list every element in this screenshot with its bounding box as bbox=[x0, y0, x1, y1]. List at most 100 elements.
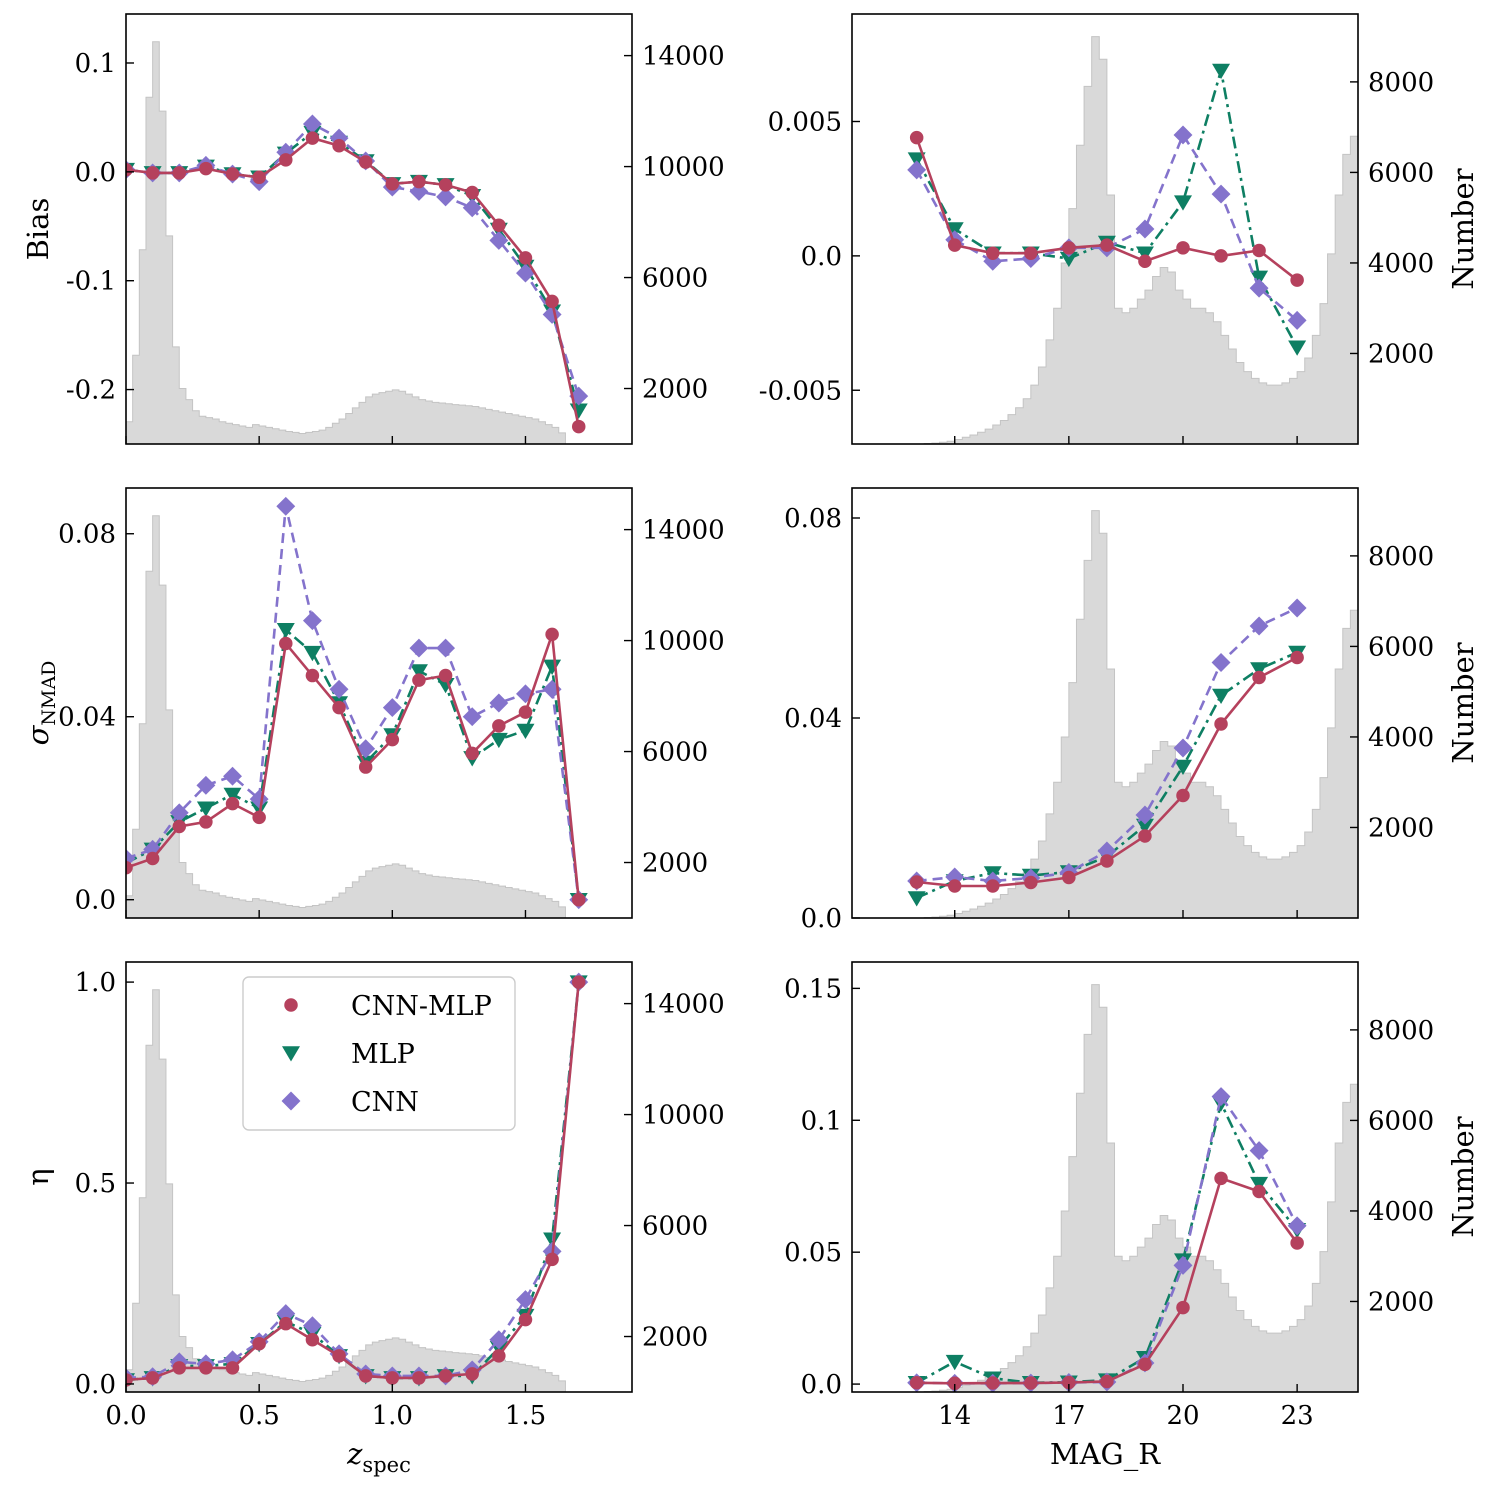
data-point bbox=[492, 1349, 506, 1363]
y-tick-label: 0.1 bbox=[801, 1106, 842, 1136]
data-point bbox=[907, 152, 926, 168]
data-point bbox=[438, 1369, 453, 1383]
data-point bbox=[1176, 241, 1190, 255]
y-axis-label: Bias bbox=[21, 198, 55, 261]
data-point bbox=[945, 1354, 964, 1371]
data-point bbox=[543, 659, 562, 675]
data-point bbox=[436, 187, 456, 207]
data-point bbox=[545, 1252, 559, 1267]
panel-bias-magr: 0.005 0.0 -0.005 8000 6000 4000 2000 Number bbox=[759, 13, 1480, 445]
data-point bbox=[1138, 1357, 1152, 1372]
y-tick-label: -0.005 bbox=[759, 376, 842, 406]
data-point bbox=[465, 185, 479, 200]
x-tick-label: 23 bbox=[1281, 1401, 1314, 1431]
data-point bbox=[1138, 829, 1152, 843]
panel-nmad-magr: 0.08 0.04 0.0 8000 6000 4000 2000 Number bbox=[784, 487, 1480, 934]
data-point bbox=[409, 638, 429, 658]
data-point bbox=[225, 167, 240, 181]
data-point bbox=[126, 162, 133, 177]
y2-tick-label: 14000 bbox=[642, 516, 725, 546]
histogram bbox=[126, 41, 573, 444]
axes-frame bbox=[125, 961, 633, 1393]
data-point bbox=[1252, 243, 1266, 258]
data-point bbox=[332, 138, 346, 153]
series-cnn-mlp bbox=[909, 650, 1304, 893]
data-point bbox=[279, 153, 293, 167]
data-point bbox=[302, 114, 322, 134]
data-point bbox=[223, 787, 242, 804]
series-line bbox=[916, 651, 1298, 900]
y2-tick-label: 4000 bbox=[1368, 249, 1434, 279]
y-axis-label: σNMAD bbox=[21, 661, 60, 746]
series-line bbox=[126, 122, 580, 397]
data-point bbox=[332, 1349, 346, 1363]
data-point bbox=[412, 1371, 426, 1385]
data-point bbox=[571, 892, 586, 907]
data-point bbox=[305, 668, 320, 683]
data-point bbox=[1249, 278, 1269, 298]
series-cnn-mlp bbox=[126, 627, 586, 907]
data-point bbox=[1287, 310, 1307, 330]
data-point bbox=[1287, 598, 1307, 618]
data-point bbox=[516, 263, 535, 283]
legend-label: CNN bbox=[351, 1087, 419, 1118]
data-point bbox=[305, 1333, 320, 1347]
data-point bbox=[305, 131, 320, 145]
series-line bbox=[126, 131, 580, 411]
data-point bbox=[302, 611, 322, 631]
data-point bbox=[518, 1312, 533, 1327]
y-tick-label: -0.2 bbox=[66, 376, 116, 406]
data-point bbox=[947, 1376, 962, 1391]
legend: CNN-MLP MLP CNN bbox=[242, 976, 516, 1131]
data-point bbox=[1176, 1300, 1190, 1315]
data-point bbox=[252, 810, 266, 825]
y-tick-label: 0.0 bbox=[801, 904, 842, 934]
data-point bbox=[571, 419, 586, 434]
panel-eta-magr: 14 17 20 23 0.15 0.1 0.05 0.0 8000 6000 4000 2000 Nu… bbox=[784, 961, 1480, 1472]
data-point bbox=[332, 700, 346, 715]
y2-tick-label: 14000 bbox=[642, 990, 725, 1020]
axes-frame bbox=[851, 961, 1359, 1393]
data-point bbox=[1287, 1216, 1307, 1236]
y-tick-label: 0.04 bbox=[58, 703, 116, 733]
plot-area bbox=[126, 972, 589, 1392]
y2-tick-label: 8000 bbox=[1368, 68, 1434, 98]
data-point bbox=[279, 1316, 293, 1331]
data-point bbox=[462, 707, 482, 727]
series-line bbox=[126, 633, 581, 900]
data-point bbox=[196, 775, 216, 795]
data-point bbox=[196, 801, 215, 817]
data-point bbox=[986, 246, 1000, 260]
series-line bbox=[126, 136, 581, 427]
y-tick-label: 0.0 bbox=[75, 1370, 116, 1400]
data-point bbox=[465, 746, 479, 761]
data-point bbox=[1211, 1087, 1231, 1106]
y2-tick-label: 10000 bbox=[642, 1101, 725, 1131]
data-point bbox=[436, 677, 455, 694]
y2-tick-label: 2000 bbox=[1368, 813, 1434, 843]
histogram bbox=[916, 510, 1358, 918]
data-point bbox=[225, 796, 240, 811]
data-point bbox=[983, 251, 1003, 271]
data-point bbox=[252, 170, 266, 185]
x-tick-label: 14 bbox=[938, 1401, 971, 1431]
data-point bbox=[1135, 219, 1155, 239]
y2-tick-label: 10000 bbox=[642, 627, 725, 657]
y2-tick-label: 14000 bbox=[642, 42, 725, 72]
legend-marker bbox=[281, 1091, 301, 1111]
data-point bbox=[1135, 818, 1154, 835]
plot-area bbox=[126, 41, 589, 444]
y2-tick-label: 4000 bbox=[1368, 1197, 1434, 1227]
series-line bbox=[126, 506, 581, 900]
data-point bbox=[489, 732, 508, 749]
data-point bbox=[492, 218, 506, 232]
data-point bbox=[516, 723, 535, 739]
data-point bbox=[199, 815, 213, 829]
y2-axis-label: Number bbox=[1446, 1116, 1480, 1237]
legend-marker bbox=[284, 998, 298, 1012]
panel-bias-zspec: 0.1 0.0 -0.1 -0.2 14000 10000 6000 2000 Bias bbox=[21, 13, 725, 445]
data-point bbox=[279, 636, 293, 651]
series-cnn bbox=[126, 496, 589, 910]
data-point bbox=[1097, 841, 1117, 861]
data-point bbox=[329, 679, 349, 699]
